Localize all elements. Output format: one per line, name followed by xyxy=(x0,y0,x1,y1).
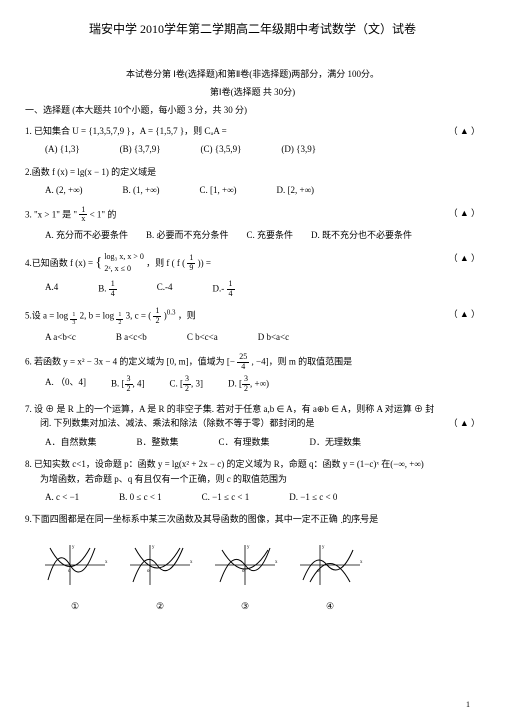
p4-opt-b: B. 14 xyxy=(98,280,117,299)
p8-stem1: 8. 已知实数 c<1，设命题 p：函数 y = lg(x² + 2x − c)… xyxy=(25,457,480,471)
problem-4: 4.已知函数 f (x) = { log₃ x, x > 0 2ˣ, x ≤ 0… xyxy=(25,251,480,299)
p5-opt-b: B a<c<b xyxy=(116,330,147,344)
graph-3: x y o ③ xyxy=(210,535,280,614)
svg-text:o: o xyxy=(147,569,150,574)
p5-exp: 0.3 xyxy=(167,308,176,316)
p5-end: ，则 xyxy=(178,310,196,320)
p2-opt-a: A. (2, +∞) xyxy=(45,183,83,197)
p1-opt-c: (C) {3,5,9} xyxy=(201,142,242,156)
p8-opt-c: C. −1 ≤ c < 1 xyxy=(202,490,250,504)
p1-stem: 1. 已知集合 U = {1,3,5,7,9 }，A = {1,5,7 }，则 … xyxy=(25,126,227,136)
svg-text:y: y xyxy=(322,545,325,550)
svg-text:x: x xyxy=(190,560,193,565)
svg-text:o: o xyxy=(317,569,320,574)
p4-opt-c: C.-4 xyxy=(157,280,173,299)
p8-opt-a: A. c < −1 xyxy=(45,490,79,504)
p4-piece2: 2ˣ, x ≤ 0 xyxy=(104,263,144,276)
p3-blank: （ ▲ ） xyxy=(449,206,480,220)
g3-label: ③ xyxy=(210,599,280,613)
p6-opt-b: B. [32, 4] xyxy=(111,375,145,394)
p6-opt-d: D. [32, +∞) xyxy=(228,375,269,394)
p1-opt-d: (D) {3,9} xyxy=(281,142,316,156)
subtitle-2: 第Ⅰ卷(选择题 共 30分) xyxy=(25,85,480,98)
p4-stem1: 4.已知函数 f (x) = xyxy=(25,257,95,267)
p5-arg1: 2, b = log xyxy=(80,310,115,320)
svg-text:o: o xyxy=(68,569,71,574)
p5-opt-a: A a<b<c xyxy=(45,330,76,344)
p4-stem3: )) = xyxy=(198,257,211,267)
problem-6: 6. 若函数 y = x² − 3x − 4 的定义域为 [0, m]，值域为 … xyxy=(25,353,480,394)
p4-piece1: log₃ x, x > 0 xyxy=(104,251,144,264)
g1-label: ① xyxy=(40,599,110,613)
p8-stem2: 为增函数，若命题 p、q 有且仅有一个正确，则 c 的取值范围为 xyxy=(40,472,480,486)
p4-frac: 19 xyxy=(187,254,195,273)
problem-9: 9.下面四图都是在同一坐标系中某三次函数及其导函数的图像，其中一定不正确 ．．．… xyxy=(25,512,480,613)
problem-3: 3. "x > 1" 是 " 1x < 1" 的 （ ▲ ） A. 充分而不必要… xyxy=(25,206,480,243)
p3-stem-pre: 3. "x > 1" 是 " xyxy=(25,209,77,219)
p6-opt-a: A. （0、4] xyxy=(45,375,86,394)
exam-title: 瑞安中学 2010学年第二学期高二年级期中考试数学（文）试卷 xyxy=(25,20,480,37)
svg-text:x: x xyxy=(360,560,363,565)
svg-text:y: y xyxy=(247,545,250,550)
graph-4: x y o ④ xyxy=(295,535,365,614)
svg-text:y: y xyxy=(152,545,155,550)
page-number: 1 xyxy=(466,700,470,709)
p7-opt-b: B．整数集 xyxy=(137,435,179,449)
p1-blank: （ ▲ ） xyxy=(449,124,480,138)
problem-5: 5.设 a = log 13 2, b = log 12 3, c = ( 12… xyxy=(25,307,480,345)
p1-opt-a: (A) {1,3} xyxy=(45,142,80,156)
p5-opt-c: C b<c<a xyxy=(187,330,218,344)
brace-icon: { xyxy=(95,255,102,270)
g2-label: ② xyxy=(125,599,195,613)
p2-stem: 2.函数 f (x) = lg(x − 1) 的定义域是 xyxy=(25,167,156,177)
p4-stem2: ，则 f ( f ( xyxy=(146,257,185,267)
p4-blank: （ ▲ ） xyxy=(449,251,480,265)
p5-blank: （ ▲ ） xyxy=(449,307,480,321)
p7-opt-c: C．有理数集 xyxy=(219,435,270,449)
p2-opt-c: C. [1, +∞) xyxy=(200,183,237,197)
p7-blank: （ ▲ ） xyxy=(449,416,480,430)
section-1-label: 一、选择题 (本大题共 10个小题，每小题 3 分，共 30 分) xyxy=(25,103,480,116)
p9-dots: ．．．． xyxy=(340,516,382,527)
graph-1: x y o ① xyxy=(40,535,110,614)
p8-opt-b: B. 0 ≤ c < 1 xyxy=(119,490,162,504)
p3-opt-b: B. 必要而不充分条件 xyxy=(146,228,229,242)
p6-stem: 6. 若函数 y = x² − 3x − 4 的定义域为 [0, m]，值域为 … xyxy=(25,356,235,366)
svg-text:o: o xyxy=(242,569,245,574)
p3-stem-post: < 1" 的 xyxy=(90,209,117,219)
problem-2: 2.函数 f (x) = lg(x − 1) 的定义域是 A. (2, +∞) … xyxy=(25,165,480,198)
p7-opt-a: A．自然数集 xyxy=(45,435,97,449)
p3-opt-a: A. 充分而不必要条件 xyxy=(45,228,128,242)
p6-end: , −4]，则 m 的取值范围是 xyxy=(252,356,353,366)
p3-opt-d: D. 既不充分也不必要条件 xyxy=(311,228,412,242)
p4-opt-d: D.- 14 xyxy=(213,280,235,299)
p5-stem: 5.设 a = log xyxy=(25,310,68,320)
svg-text:x: x xyxy=(105,560,108,565)
p7-stem2: 闭. 下列数集对加法、减法、乘法和除法（除数不等于零）都封闭的是 xyxy=(40,418,315,428)
svg-text:x: x xyxy=(275,560,278,565)
p1-opt-b: (B) {3,7,9} xyxy=(120,142,161,156)
graph-2: x y o ② xyxy=(125,535,195,614)
p9-stem: 9.下面四图都是在同一坐标系中某三次函数及其导函数的图像，其中一定不正确 xyxy=(25,514,338,524)
p5-arg2: 3, c = ( xyxy=(126,310,152,320)
p2-opt-d: D. [2, +∞) xyxy=(277,183,315,197)
p7-opt-d: D．无理数集 xyxy=(310,435,362,449)
p3-frac: 1x xyxy=(79,206,87,225)
p5-opt-d: D b<a<c xyxy=(258,330,289,344)
problem-7: 7. 设 ⊕ 是 R 上的一个运算，A 是 R 的非空子集. 若对于任意 a,b… xyxy=(25,402,480,449)
problem-8: 8. 已知实数 c<1，设命题 p：函数 y = lg(x² + 2x − c)… xyxy=(25,457,480,504)
p6-opt-c: C. [32, 3] xyxy=(170,375,204,394)
p3-opt-c: C. 充要条件 xyxy=(247,228,294,242)
p7-stem1: 7. 设 ⊕ 是 R 上的一个运算，A 是 R 的非空子集. 若对于任意 a,b… xyxy=(25,402,480,416)
svg-text:y: y xyxy=(72,545,75,550)
subtitle-1: 本试卷分第 Ⅰ卷(选择题)和第Ⅱ卷(非选择题)两部分，满分 100分。 xyxy=(25,67,480,80)
problem-1: 1. 已知集合 U = {1,3,5,7,9 }，A = {1,5,7 }，则 … xyxy=(25,124,480,157)
p8-opt-d: D. −1 ≤ c < 0 xyxy=(289,490,337,504)
p4-opt-a: A.4 xyxy=(45,280,58,299)
p2-opt-b: B. (1, +∞) xyxy=(123,183,160,197)
g4-label: ④ xyxy=(295,599,365,613)
